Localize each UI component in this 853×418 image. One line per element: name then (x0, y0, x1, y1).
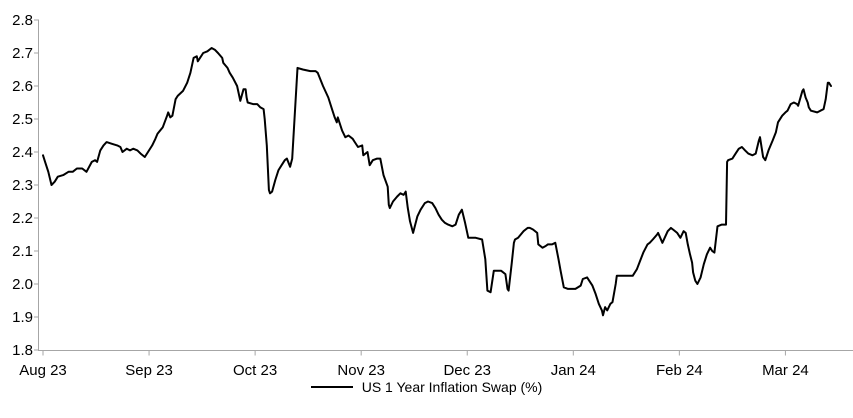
x-tick-label: Jan 24 (551, 362, 596, 379)
x-tick-label: Feb 24 (656, 362, 703, 379)
y-tick-label: 2.8 (12, 12, 33, 29)
x-tick-label: Mar 24 (762, 362, 809, 379)
legend-line-sample (310, 386, 353, 388)
y-tick-label: 2.6 (12, 78, 33, 95)
x-tick-label: Sep 23 (125, 362, 173, 379)
y-tick-label: 2.3 (12, 177, 33, 194)
data-line-us-1y-inflation-swap (42, 47, 832, 317)
y-tick-label: 2.5 (12, 111, 33, 128)
y-tick-label: 2.4 (12, 144, 33, 161)
legend-label: US 1 Year Inflation Swap (%) (361, 379, 543, 395)
y-tick-label: 2.7 (12, 45, 33, 62)
legend: US 1 Year Inflation Swap (%) (0, 379, 853, 395)
x-tick-label: Dec 23 (443, 362, 491, 379)
y-tick-label: 1.8 (12, 342, 33, 359)
x-tick-label: Nov 23 (337, 362, 385, 379)
y-tick-label: 1.9 (12, 309, 33, 326)
y-tick-label: 2.2 (12, 210, 33, 227)
y-tick-label: 2.1 (12, 243, 33, 260)
y-tick-label: 2.0 (12, 276, 33, 293)
x-tick-label: Aug 23 (19, 362, 67, 379)
x-tick-label: Oct 23 (233, 362, 277, 379)
